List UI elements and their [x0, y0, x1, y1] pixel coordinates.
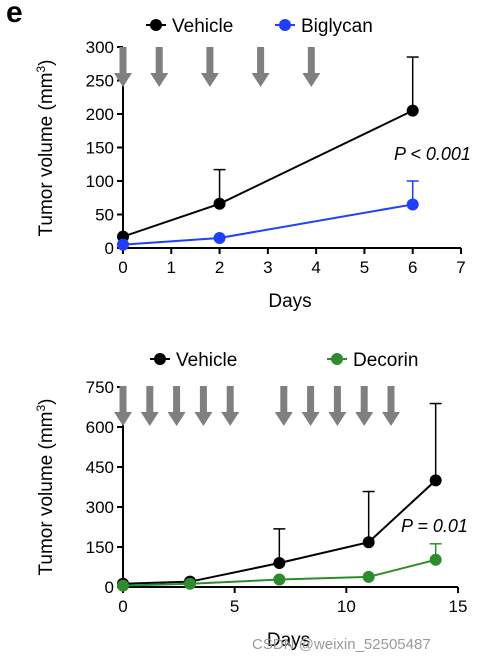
panel-label: e [6, 0, 23, 29]
data-point [362, 570, 375, 583]
treatment-arrow-shaft [307, 386, 315, 414]
treatment-arrow-shaft [307, 47, 315, 75]
treatment-arrow-head [200, 73, 219, 87]
data-point [273, 557, 286, 569]
legend-label: Decorin [353, 350, 418, 371]
x-tick-label: 5 [360, 258, 369, 277]
treatment-arrow-head [114, 73, 132, 87]
y-tick-label: 450 [86, 458, 114, 477]
treatment-arrow-shaft [226, 386, 234, 414]
x-tick-label: 10 [337, 597, 356, 616]
x-tick-label: 7 [456, 258, 465, 277]
y-tick-label: 600 [86, 418, 114, 437]
treatment-arrow-shaft [146, 386, 154, 414]
treatment-arrow-head [302, 73, 321, 87]
treatment-arrow-shaft [257, 47, 265, 75]
series-biglycan [117, 180, 419, 251]
y-tick-label: 0 [105, 239, 114, 258]
x-tick-label: 3 [263, 258, 272, 277]
series-line [122, 203, 413, 246]
data-point [273, 573, 286, 586]
series-decorin [117, 543, 442, 592]
treatment-arrow-head [328, 412, 347, 426]
chart-biglycan: 0 50 100 150 200 250 300 0 1 2 3 4 5 6 7 Days Tumor volu… [34, 16, 471, 312]
legend-label: Biglycan [301, 16, 373, 37]
y-tick-label: 100 [86, 172, 114, 191]
series-line [122, 109, 414, 238]
chart-decorin: 0 150 300 450 600 750 0 5 10 15 Days Tumor volume (… [34, 350, 468, 651]
legend-marker [150, 19, 162, 31]
treatment-arrow-head [301, 412, 320, 426]
p-value-annotation: P < 0.001 [394, 144, 471, 164]
treatment-arrow-head [221, 412, 240, 426]
data-point [406, 198, 419, 211]
treatment-arrow-head [355, 412, 374, 426]
y-tick-label: 150 [86, 538, 114, 557]
y-tick-label: 50 [95, 206, 114, 225]
treatment-arrow-shaft [155, 47, 163, 75]
y-axis-label: Tumor volume (mm3) [34, 399, 57, 576]
y-tick-label: 300 [86, 38, 114, 57]
treatment-arrow-shaft [333, 386, 341, 414]
x-tick-label: 5 [230, 597, 239, 616]
data-point [213, 197, 226, 210]
treatment-arrow-head [251, 73, 270, 87]
data-point [406, 104, 419, 117]
treatment-arrow-head [140, 412, 159, 426]
treatment-arrow-head [194, 412, 213, 426]
legend-label: Vehicle [172, 16, 233, 37]
series-vehicle [117, 56, 419, 243]
x-tick-label: 15 [449, 597, 468, 616]
treatment-arrow-shaft [206, 47, 214, 75]
legend-marker [279, 19, 291, 31]
watermark-text: CSDN @weixin_52505487 [252, 636, 431, 653]
data-point [429, 553, 442, 566]
y-tick-label: 250 [86, 72, 114, 91]
treatment-arrow-head [167, 412, 186, 426]
x-axis-label: Days [268, 291, 311, 312]
treatment-arrow-shaft [119, 47, 127, 75]
legend-marker [154, 353, 166, 365]
data-point [213, 231, 226, 244]
data-point [429, 474, 442, 487]
treatment-arrow-shaft [280, 386, 288, 414]
data-point [117, 579, 129, 592]
x-tick-label: 0 [118, 597, 127, 616]
x-axis-label: Days [267, 630, 310, 651]
y-tick-label: 150 [86, 139, 114, 158]
y-axis-label: Tumor volume (mm3) [34, 60, 57, 237]
x-tick-label: 1 [167, 258, 176, 277]
x-tick-label: 4 [311, 258, 320, 277]
treatment-arrow-shaft [387, 386, 395, 414]
treatment-arrow-head [150, 73, 169, 87]
p-value-annotation: P = 0.01 [401, 516, 468, 536]
x-tick-label: 6 [408, 258, 417, 277]
y-tick-label: 200 [86, 105, 114, 124]
treatment-arrow-head [382, 412, 400, 426]
y-tick-label: 300 [86, 498, 114, 517]
legend-label: Vehicle [176, 350, 237, 371]
legend-marker [331, 353, 343, 365]
treatment-arrow-shaft [199, 386, 207, 414]
series-vehicle [117, 402, 442, 590]
treatment-arrow-head [274, 412, 293, 426]
data-point [184, 577, 196, 590]
treatment-arrow-head [114, 412, 132, 426]
treatment-arrow-shaft [119, 386, 127, 414]
treatment-arrow-shaft [173, 386, 181, 414]
data-point [362, 536, 375, 549]
x-tick-label: 2 [215, 258, 224, 277]
treatment-arrow-shaft [360, 386, 368, 414]
x-tick-label: 0 [118, 258, 127, 277]
y-tick-label: 0 [105, 578, 114, 597]
data-point [117, 238, 129, 251]
y-tick-label: 750 [86, 378, 114, 397]
